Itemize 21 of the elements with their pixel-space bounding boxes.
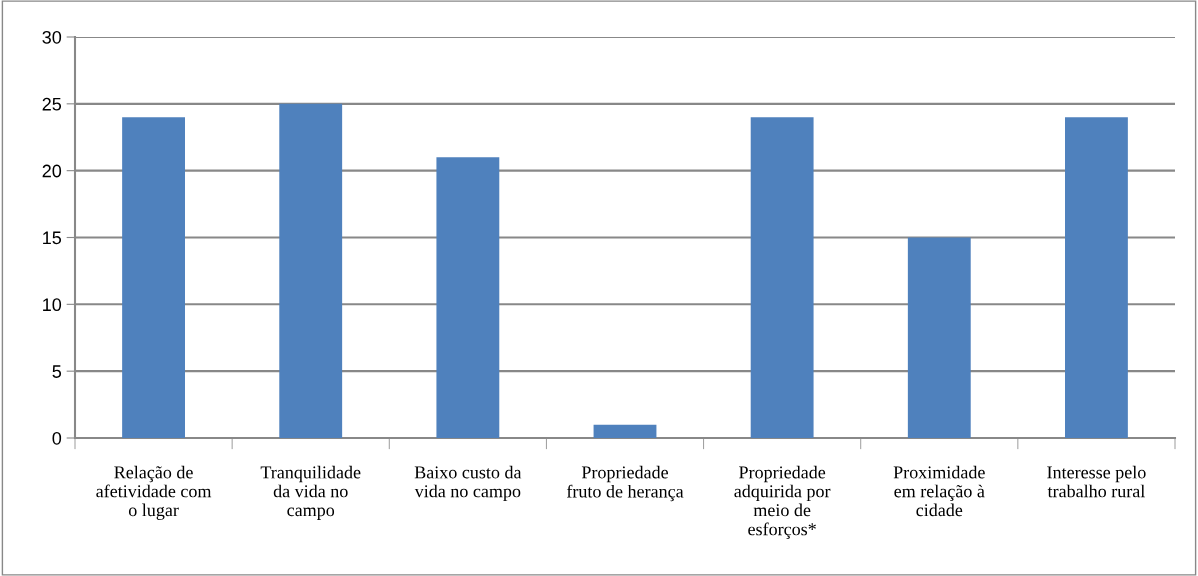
x-tick-label: Baixo custo da vida no campo — [414, 465, 522, 502]
x-tick-label: Tranquilidade da vida no campo — [260, 465, 361, 520]
y-tick-label: 10 — [43, 298, 62, 312]
bar — [436, 157, 500, 438]
bar — [279, 103, 343, 438]
y-tick-label: 20 — [42, 164, 62, 178]
bar — [122, 117, 185, 438]
y-tick-label: 5 — [52, 365, 62, 378]
x-tick-label: Relação de afetividade com o lugar — [96, 465, 212, 520]
bar — [907, 237, 971, 438]
x-tick-label: Propriedade adquirida por meio de esforços* — [734, 465, 831, 540]
x-tick-label: Interesse pelo trabalho rural — [1047, 465, 1146, 498]
y-tick-label: 25 — [42, 97, 62, 111]
bar — [750, 117, 814, 438]
y-tick-label: 30 — [42, 30, 62, 44]
bar — [1065, 117, 1128, 438]
y-tick-label: 15 — [43, 231, 62, 245]
bar — [593, 424, 657, 438]
y-tick-label: 0 — [52, 431, 62, 445]
x-tick-label: Proximidade em relação à cidade — [893, 465, 985, 517]
x-tick-label: Propriedade fruto de herança — [566, 465, 684, 502]
